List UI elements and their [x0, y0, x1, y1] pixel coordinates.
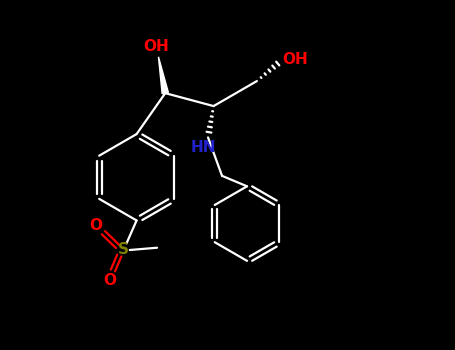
Text: OH: OH — [143, 39, 169, 54]
Polygon shape — [158, 57, 168, 94]
Text: OH: OH — [282, 52, 308, 66]
Text: O: O — [89, 218, 102, 233]
Text: O: O — [103, 273, 116, 288]
Text: HN: HN — [191, 140, 216, 155]
Text: S: S — [117, 243, 128, 258]
